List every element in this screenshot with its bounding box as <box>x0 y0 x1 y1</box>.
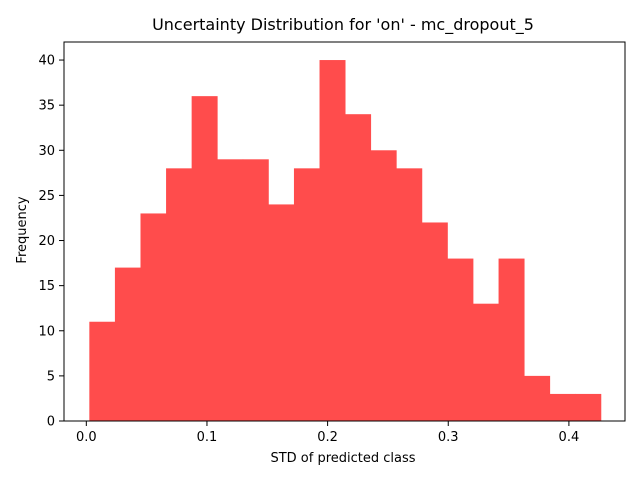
histogram-bar <box>370 150 397 422</box>
y-tick-label: 15 <box>38 279 55 294</box>
histogram-bar <box>447 258 474 421</box>
histogram-bar <box>191 96 218 422</box>
y-tick-label: 10 <box>38 324 55 339</box>
histogram-bar <box>396 168 423 421</box>
histogram-bar <box>293 168 320 421</box>
x-tick-label: 0.1 <box>197 430 218 445</box>
x-tick-label: 0.0 <box>76 430 97 445</box>
histogram-bar <box>498 258 525 421</box>
histogram-bar <box>472 303 499 421</box>
y-axis-ticks: 0 5 10 15 20 25 30 35 40 <box>38 54 64 430</box>
x-tick-label: 0.4 <box>559 430 580 445</box>
y-tick-label: 25 <box>38 189 55 204</box>
chart-title: Uncertainty Distribution for 'on' - mc_d… <box>152 15 534 35</box>
y-tick-label: 5 <box>47 369 55 384</box>
histogram-bar <box>114 267 141 421</box>
plot-frame <box>63 41 626 422</box>
histogram-bar <box>166 168 193 421</box>
histogram-bar <box>549 393 576 421</box>
y-tick-label: 20 <box>38 234 55 249</box>
histogram-bar <box>140 213 167 421</box>
x-axis-ticks: 0.0 0.1 0.2 0.3 0.4 <box>76 421 579 445</box>
x-tick-label: 0.2 <box>317 430 338 445</box>
histogram-bar <box>345 114 372 421</box>
histogram-bar <box>242 159 269 422</box>
histogram-bar <box>217 159 244 422</box>
histogram-bar <box>268 204 295 421</box>
y-tick-label: 40 <box>38 54 55 69</box>
histogram-bar <box>319 60 346 422</box>
x-tick-label: 0.3 <box>438 430 459 445</box>
y-tick-label: 0 <box>47 415 55 430</box>
histogram-bar <box>89 321 116 421</box>
x-axis-label: STD of predicted class <box>270 451 415 466</box>
histogram-bar <box>575 393 602 421</box>
y-tick-label: 30 <box>38 144 55 159</box>
histogram-bar <box>524 375 551 421</box>
y-axis-label: Frequency <box>15 196 30 263</box>
histogram-bar <box>421 222 448 421</box>
bars-group <box>89 60 602 422</box>
y-tick-label: 35 <box>38 99 55 114</box>
